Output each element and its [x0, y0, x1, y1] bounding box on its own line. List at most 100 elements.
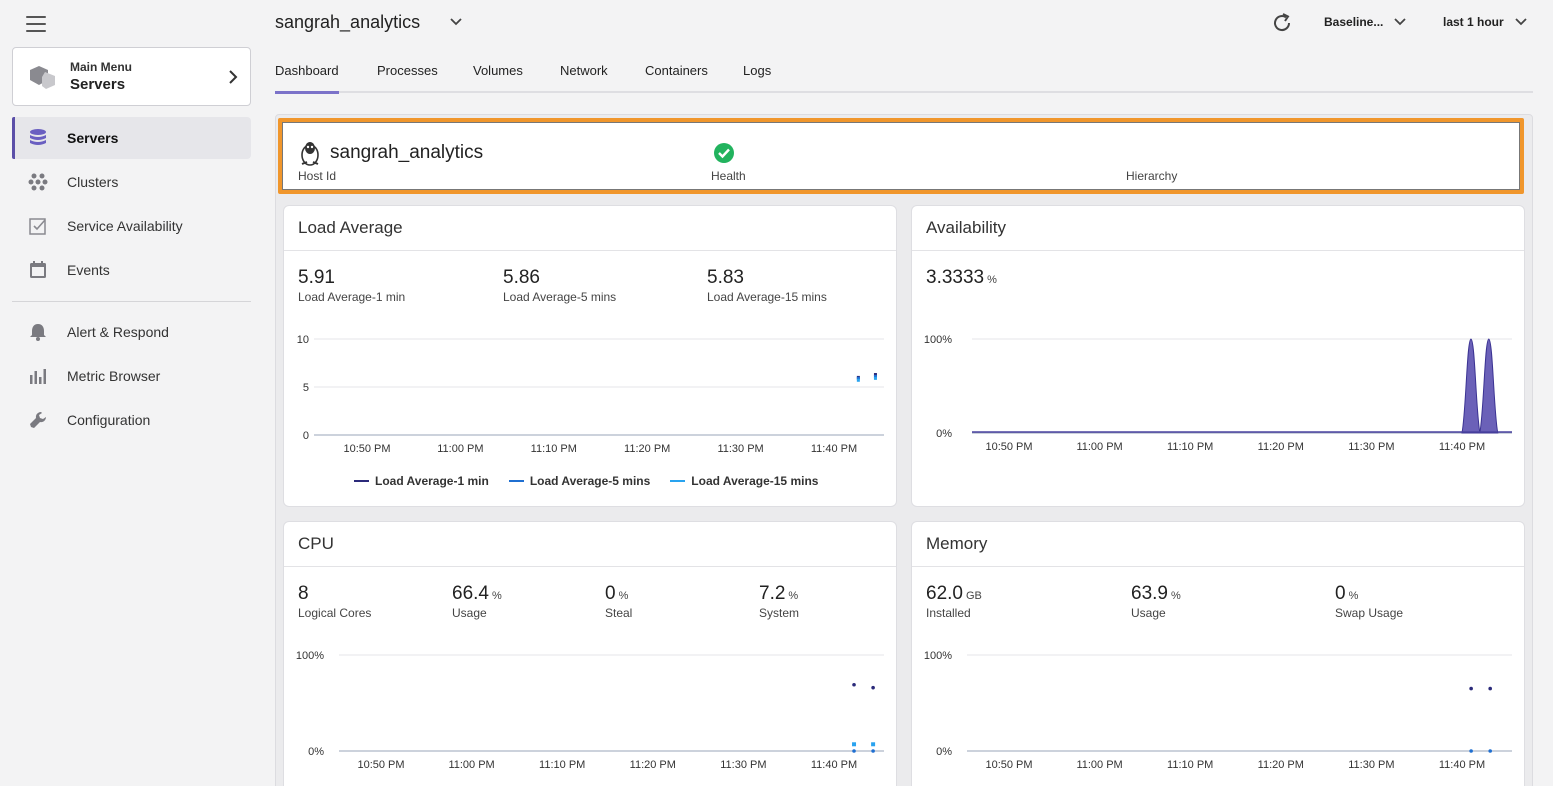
- cpu-usage-stat: 66.4% Usage: [452, 583, 502, 620]
- x-tick-label: 11:30 PM: [1348, 441, 1394, 453]
- tab-logs[interactable]: Logs: [743, 63, 772, 78]
- stat-label: Logical Cores: [298, 606, 372, 620]
- sidebar: Main Menu Servers Servers Clusters Servi…: [0, 0, 263, 786]
- chevron-right-icon: [229, 70, 238, 84]
- tab-containers[interactable]: Containers: [645, 63, 708, 78]
- x-tick-label: 11:00 PM: [1076, 759, 1122, 771]
- stat-value: 8: [298, 583, 309, 604]
- y-tick-label: 0%: [936, 746, 952, 758]
- main-menu-switcher[interactable]: Main Menu Servers: [12, 47, 251, 106]
- legend-swatch: [508, 480, 524, 482]
- x-tick-label: 11:10 PM: [1167, 441, 1213, 453]
- data-point: [1488, 686, 1492, 691]
- sidebar-item-metric-browser[interactable]: Metric Browser: [12, 355, 251, 397]
- sidebar-item-alert-respond[interactable]: Alert & Respond: [12, 311, 251, 353]
- legend-item[interactable]: Load Average-5 mins: [508, 474, 650, 488]
- stat-value: 5.86: [503, 267, 540, 288]
- memory-panel: Memory 62.0 GB Installed 63.9% Usage 0% S…: [911, 521, 1525, 786]
- sidebar-divider: [12, 301, 251, 302]
- x-tick-label: 11:30 PM: [1348, 759, 1394, 771]
- x-tick-label: 11:10 PM: [1167, 759, 1213, 771]
- time-range-dropdown[interactable]: last 1 hour: [1443, 15, 1528, 29]
- tab-dashboard[interactable]: Dashboard: [275, 63, 339, 94]
- sidebar-item-label: Servers: [67, 130, 119, 146]
- x-tick-label: 10:50 PM: [343, 443, 390, 455]
- data-point: [871, 749, 875, 753]
- sidebar-item-label: Service Availability: [67, 218, 183, 234]
- load-average-chart: 0 5 10 10:50 PM 11:00 PM 11:10 PM 11:20 PM 11:3…: [297, 334, 884, 455]
- host-id-label: Host Id: [298, 169, 337, 183]
- panel-divider: [912, 250, 1524, 251]
- baseline-dropdown[interactable]: Baseline...: [1324, 15, 1407, 29]
- sidebar-item-configuration[interactable]: Configuration: [12, 399, 251, 441]
- database-icon: [28, 128, 48, 148]
- memory-swap-stat: 0% Swap Usage: [1335, 583, 1403, 620]
- refresh-icon[interactable]: [1270, 11, 1294, 35]
- load-5min-stat: 5.86 Load Average-5 mins: [503, 267, 616, 304]
- stat-unit: GB: [965, 590, 982, 602]
- y-tick-label: 100%: [924, 650, 952, 662]
- y-tick-label: 10: [297, 334, 309, 346]
- tab-volumes[interactable]: Volumes: [473, 63, 523, 78]
- x-tick-label: 11:30 PM: [720, 759, 766, 771]
- calendar-icon: [28, 260, 48, 280]
- stat-unit: %: [1170, 590, 1181, 602]
- load-1min-stat: 5.91 Load Average-1 min: [298, 267, 405, 304]
- stat-label: Load Average-1 min: [298, 290, 406, 304]
- bar-chart-icon: [28, 366, 48, 386]
- baseline-dropdown-label: Baseline...: [1324, 15, 1384, 29]
- cpu-cores-stat: 8 Logical Cores: [298, 583, 371, 620]
- sidebar-item-servers[interactable]: Servers: [12, 117, 251, 159]
- memory-installed-stat: 62.0 GB Installed: [926, 583, 982, 620]
- stat-label: Installed: [926, 606, 971, 620]
- legend-item[interactable]: Load Average-15 mins: [670, 474, 818, 488]
- stat-unit: %: [1348, 590, 1359, 602]
- stat-value: 5.91: [298, 267, 335, 288]
- host-selector-title[interactable]: sangrah_analytics: [275, 12, 421, 32]
- stat-value: 62.0: [926, 583, 963, 604]
- x-tick-label: 11:00 PM: [1076, 441, 1122, 453]
- main-menu-current: Servers: [70, 76, 126, 93]
- stat-label: Load Average-15 mins: [707, 290, 827, 304]
- hamburger-menu-icon[interactable]: [26, 16, 46, 32]
- stat-value: 0: [1335, 583, 1346, 604]
- sidebar-item-clusters[interactable]: Clusters: [12, 161, 251, 203]
- tab-processes[interactable]: Processes: [377, 63, 438, 78]
- y-tick-label: 0%: [308, 746, 324, 758]
- availability-peak: [1479, 338, 1499, 434]
- x-tick-label: 11:20 PM: [1258, 759, 1304, 771]
- sidebar-item-service-availability[interactable]: Service Availability: [12, 205, 251, 247]
- memory-usage-stat: 63.9% Usage: [1131, 583, 1181, 620]
- x-tick-label: 11:40 PM: [1439, 759, 1485, 771]
- stat-value: 5.83: [707, 267, 744, 288]
- data-point: [852, 742, 857, 747]
- x-tick-label: 11:40 PM: [1439, 441, 1485, 453]
- bell-icon: [28, 322, 48, 342]
- legend-label: Load Average-15 mins: [691, 474, 819, 488]
- chevron-down-icon: [1394, 18, 1407, 26]
- availability-peak: [1461, 338, 1481, 434]
- x-tick-label: 10:50 PM: [357, 759, 404, 771]
- legend-swatch: [354, 480, 369, 482]
- data-point: [1469, 686, 1473, 691]
- panel-divider: [284, 250, 896, 251]
- legend-swatch: [670, 480, 686, 482]
- tab-bar: Dashboard Processes Volumes Network Cont…: [275, 55, 1533, 94]
- checkbox-icon: [28, 216, 48, 236]
- data-point: [873, 376, 877, 380]
- legend-item[interactable]: Load Average-1 min: [354, 474, 489, 488]
- data-point: [1469, 749, 1473, 753]
- y-tick-label: 100%: [924, 334, 952, 346]
- chart-legend: Load Average-1 min Load Average-5 mins L…: [354, 474, 818, 488]
- x-tick-label: 11:10 PM: [531, 443, 577, 455]
- host-info-card: sangrah_analytics Host Id Health Hierarc…: [278, 118, 1524, 194]
- tab-network[interactable]: Network: [560, 63, 608, 78]
- panel-divider: [912, 566, 1524, 567]
- x-tick-label: 11:00 PM: [437, 443, 483, 455]
- main-menu-label: Main Menu: [70, 60, 132, 74]
- y-tick-label: 5: [303, 382, 309, 394]
- sidebar-item-events[interactable]: Events: [12, 249, 251, 291]
- chevron-down-icon[interactable]: [448, 14, 464, 30]
- stat-label: Load Average-5 mins: [503, 290, 617, 304]
- stat-value: 63.9: [1131, 583, 1168, 604]
